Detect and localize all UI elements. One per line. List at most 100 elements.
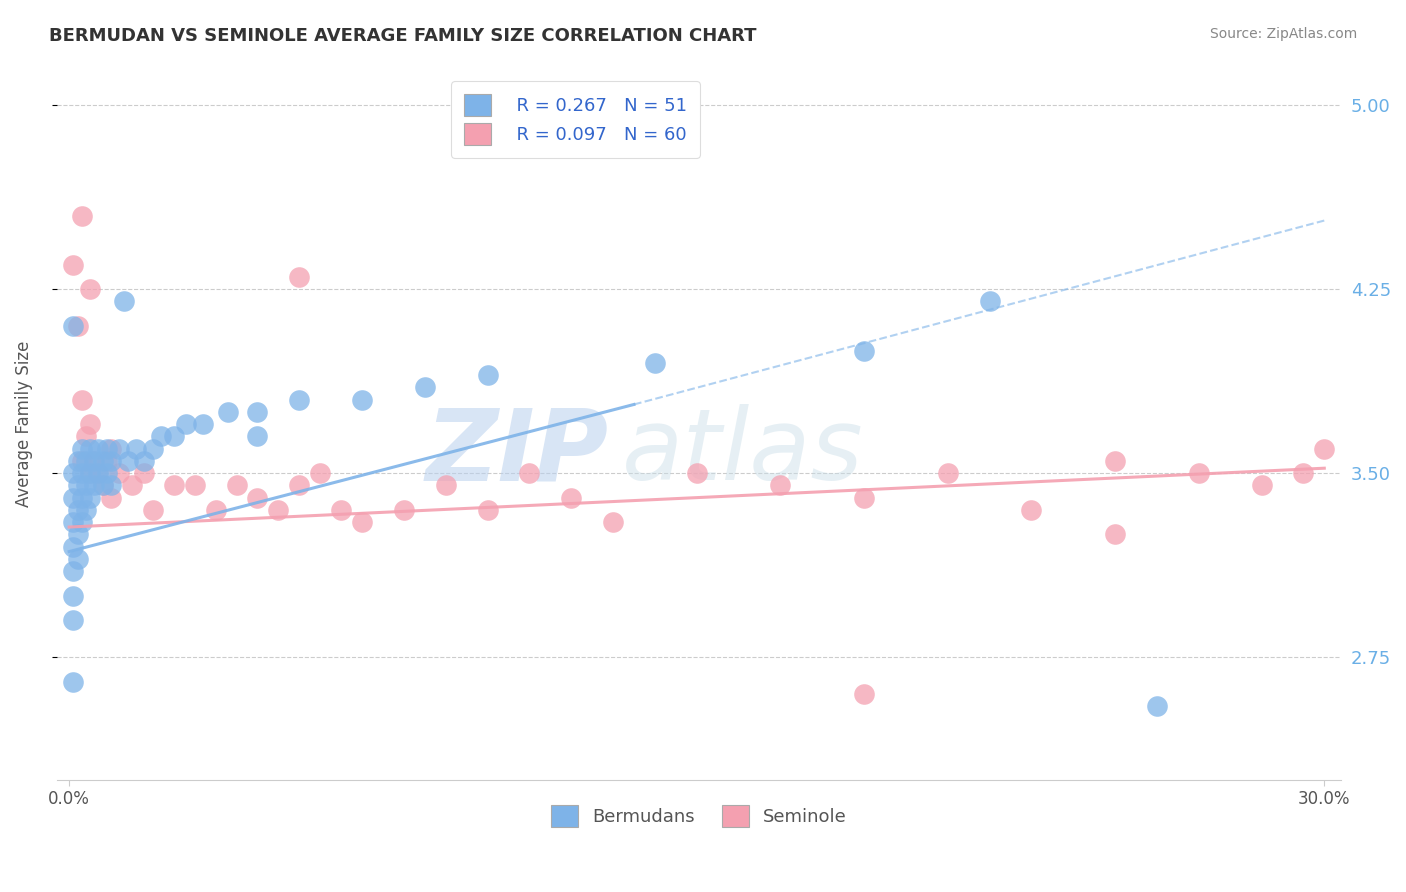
Point bbox=[519, 466, 541, 480]
Point bbox=[142, 503, 165, 517]
Point bbox=[112, 294, 135, 309]
Point bbox=[309, 466, 332, 480]
Point bbox=[91, 478, 114, 492]
Y-axis label: Average Family Size: Average Family Size bbox=[15, 341, 32, 508]
Point bbox=[853, 491, 876, 505]
Point bbox=[66, 527, 89, 541]
Point bbox=[70, 392, 93, 407]
Point bbox=[62, 613, 84, 627]
Point bbox=[100, 442, 122, 456]
Point bbox=[1250, 478, 1272, 492]
Point bbox=[66, 478, 89, 492]
Point bbox=[66, 454, 89, 468]
Point bbox=[79, 442, 101, 456]
Point bbox=[100, 478, 122, 492]
Point bbox=[96, 442, 118, 456]
Point bbox=[96, 466, 118, 480]
Point bbox=[79, 466, 101, 480]
Point bbox=[79, 491, 101, 505]
Point bbox=[288, 392, 311, 407]
Point bbox=[434, 478, 457, 492]
Point bbox=[350, 515, 373, 529]
Point bbox=[246, 405, 269, 419]
Point bbox=[117, 454, 139, 468]
Point bbox=[163, 478, 186, 492]
Point bbox=[350, 392, 373, 407]
Point bbox=[100, 454, 122, 468]
Point bbox=[66, 552, 89, 566]
Point bbox=[125, 442, 148, 456]
Point bbox=[87, 442, 110, 456]
Text: atlas: atlas bbox=[621, 404, 863, 501]
Point bbox=[176, 417, 198, 431]
Point bbox=[79, 466, 101, 480]
Point bbox=[142, 442, 165, 456]
Point bbox=[288, 269, 311, 284]
Point bbox=[163, 429, 186, 443]
Point bbox=[853, 343, 876, 358]
Point bbox=[108, 442, 131, 456]
Point bbox=[267, 503, 290, 517]
Point bbox=[1146, 699, 1168, 714]
Point bbox=[1104, 454, 1126, 468]
Point bbox=[134, 454, 156, 468]
Point bbox=[75, 503, 97, 517]
Point bbox=[477, 368, 499, 382]
Point bbox=[62, 515, 84, 529]
Text: BERMUDAN VS SEMINOLE AVERAGE FAMILY SIZE CORRELATION CHART: BERMUDAN VS SEMINOLE AVERAGE FAMILY SIZE… bbox=[49, 27, 756, 45]
Point bbox=[83, 454, 105, 468]
Point bbox=[100, 491, 122, 505]
Point bbox=[66, 503, 89, 517]
Point bbox=[392, 503, 415, 517]
Point bbox=[288, 478, 311, 492]
Point bbox=[62, 466, 84, 480]
Point bbox=[75, 478, 97, 492]
Point bbox=[75, 429, 97, 443]
Point bbox=[121, 478, 143, 492]
Point bbox=[79, 282, 101, 296]
Point bbox=[560, 491, 582, 505]
Point bbox=[70, 515, 93, 529]
Point bbox=[602, 515, 624, 529]
Point bbox=[1188, 466, 1211, 480]
Point bbox=[79, 417, 101, 431]
Point bbox=[70, 442, 93, 456]
Point bbox=[936, 466, 959, 480]
Point bbox=[83, 454, 105, 468]
Point bbox=[87, 466, 110, 480]
Point bbox=[83, 478, 105, 492]
Point bbox=[217, 405, 239, 419]
Point bbox=[150, 429, 173, 443]
Point bbox=[70, 491, 93, 505]
Point bbox=[769, 478, 792, 492]
Point bbox=[87, 466, 110, 480]
Point bbox=[108, 466, 131, 480]
Point bbox=[1104, 527, 1126, 541]
Text: Source: ZipAtlas.com: Source: ZipAtlas.com bbox=[1209, 27, 1357, 41]
Point bbox=[246, 491, 269, 505]
Point bbox=[62, 564, 84, 578]
Point bbox=[91, 454, 114, 468]
Point bbox=[246, 429, 269, 443]
Point bbox=[66, 318, 89, 333]
Point bbox=[191, 417, 214, 431]
Point bbox=[686, 466, 709, 480]
Legend: Bermudans, Seminole: Bermudans, Seminole bbox=[543, 798, 855, 835]
Point bbox=[1313, 442, 1336, 456]
Point bbox=[62, 674, 84, 689]
Point bbox=[62, 540, 84, 554]
Point bbox=[70, 466, 93, 480]
Point bbox=[62, 589, 84, 603]
Point bbox=[477, 503, 499, 517]
Point bbox=[134, 466, 156, 480]
Point bbox=[75, 454, 97, 468]
Point bbox=[1292, 466, 1315, 480]
Point bbox=[62, 491, 84, 505]
Point bbox=[70, 209, 93, 223]
Point bbox=[979, 294, 1001, 309]
Point bbox=[1021, 503, 1043, 517]
Point bbox=[413, 380, 436, 394]
Point bbox=[330, 503, 353, 517]
Point bbox=[96, 454, 118, 468]
Point bbox=[225, 478, 247, 492]
